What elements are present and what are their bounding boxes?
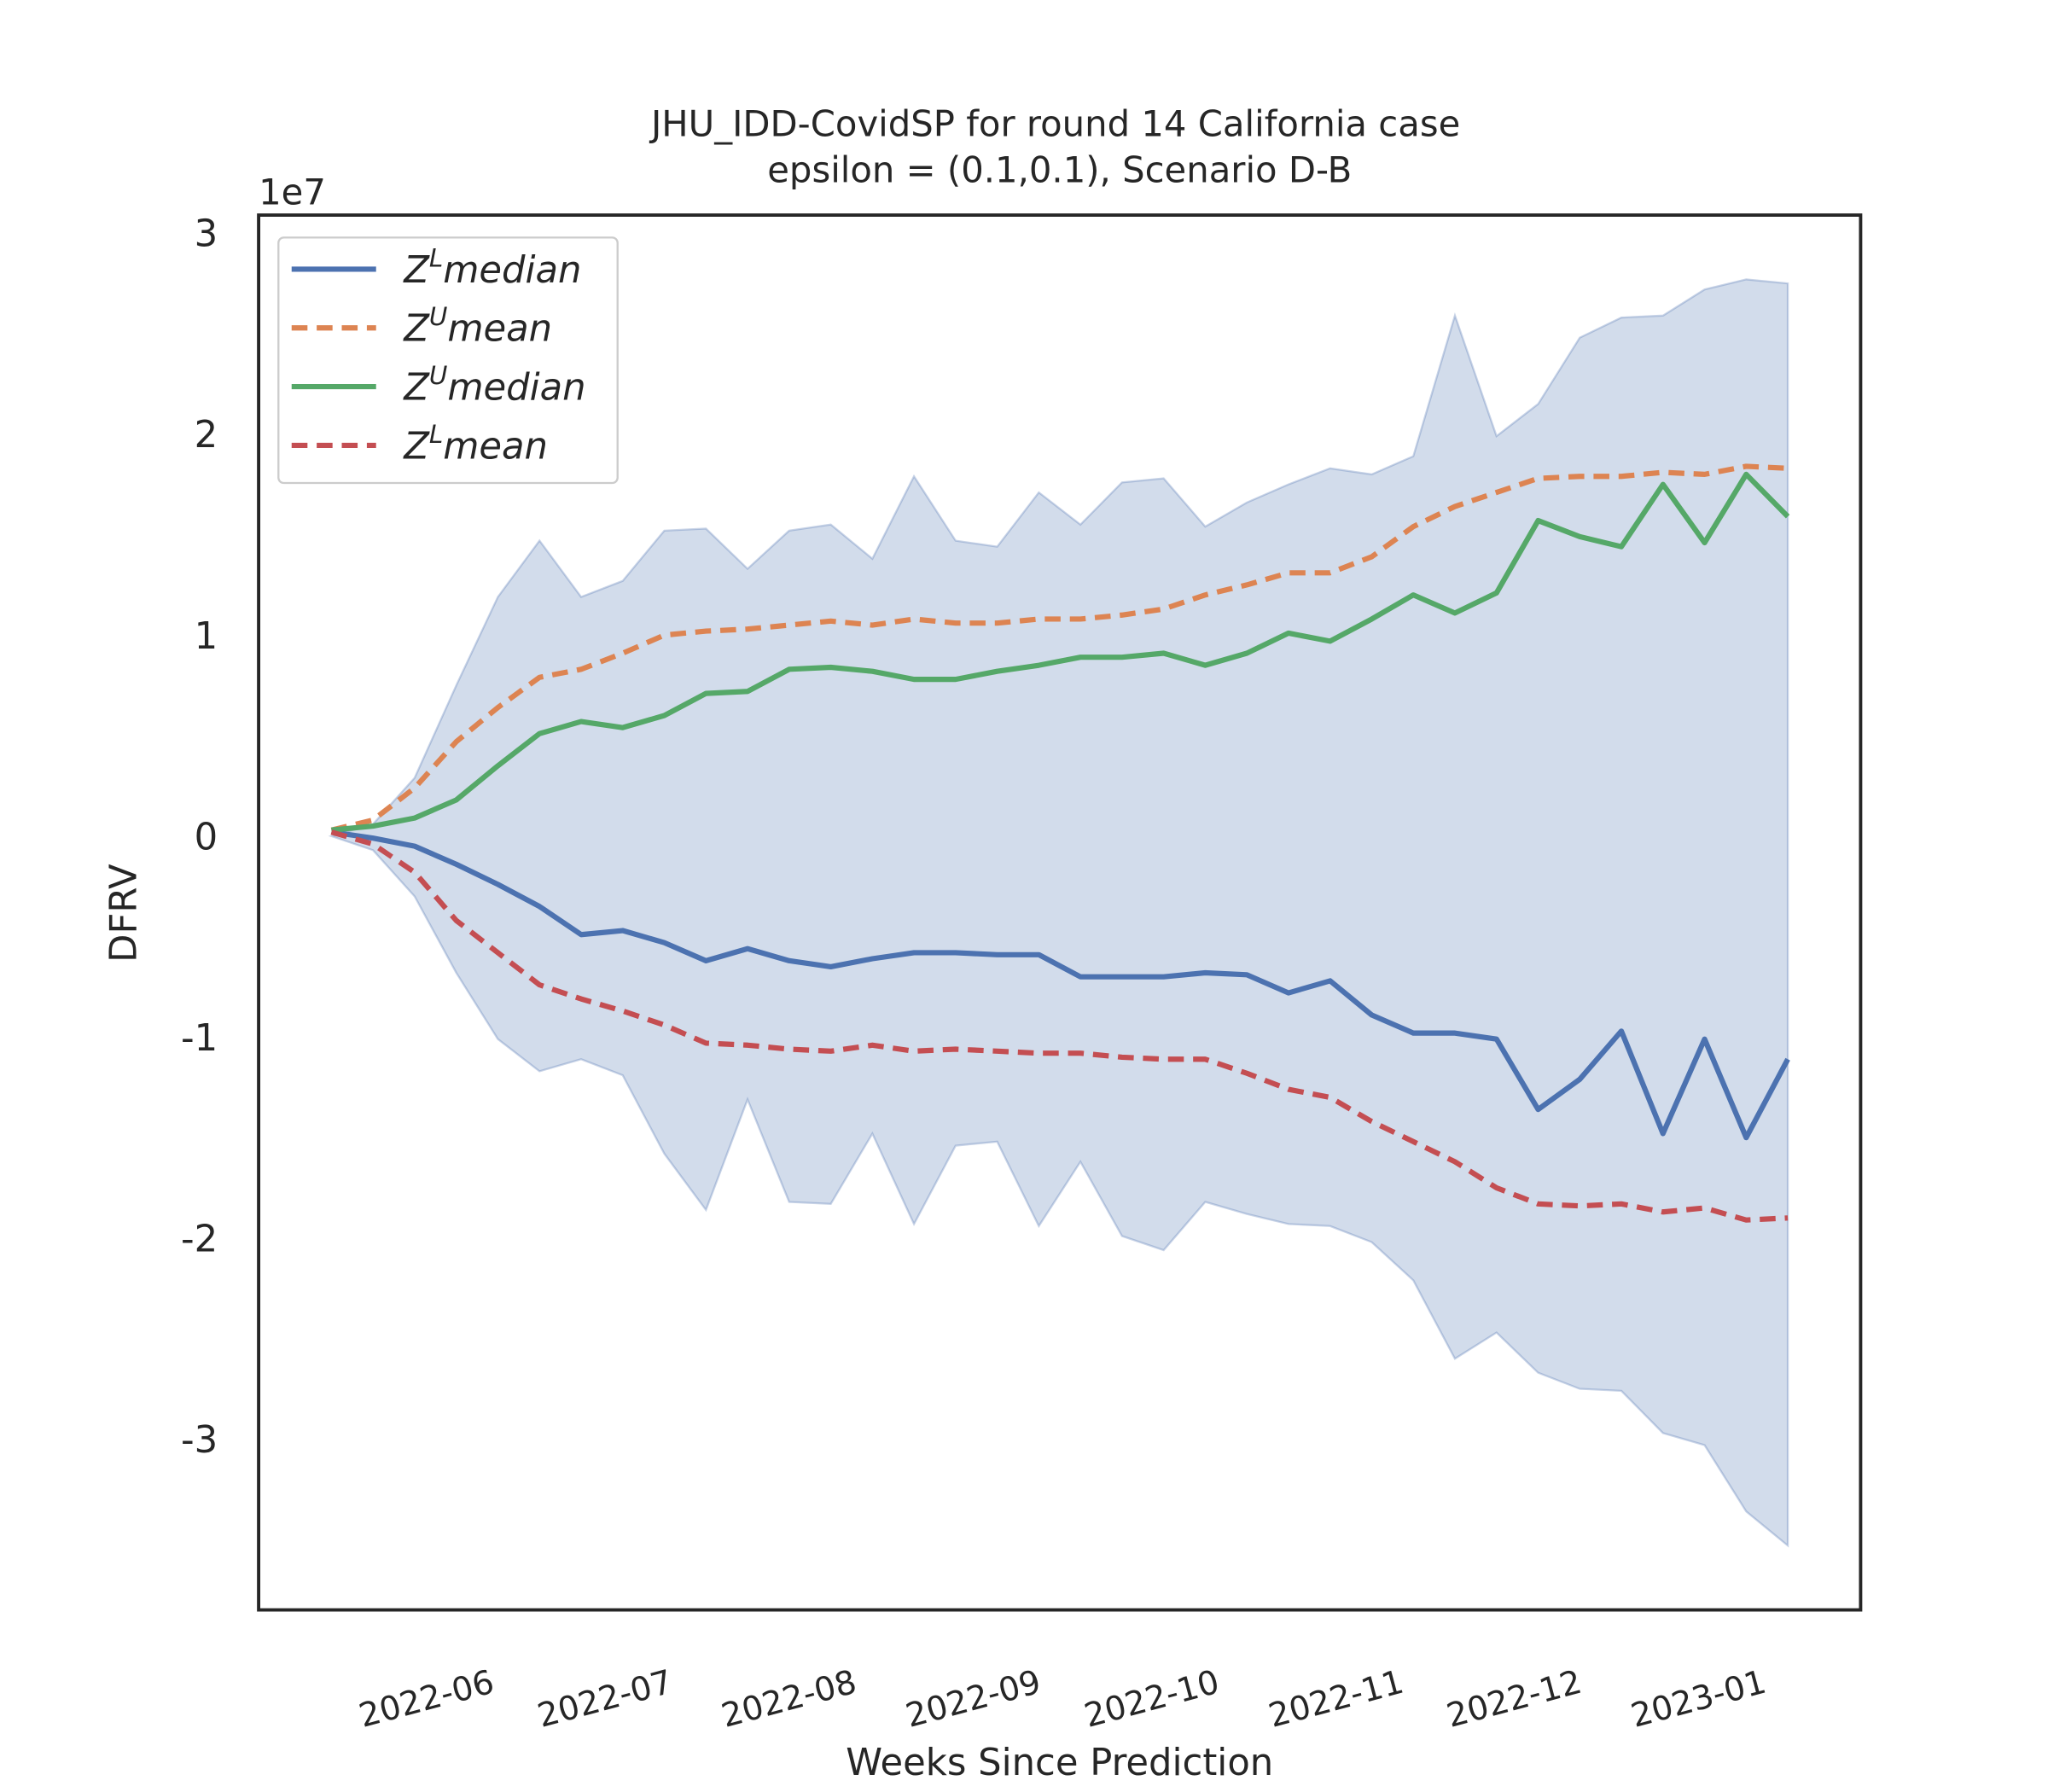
y-axis-label: DFRV	[102, 864, 145, 963]
legend-label-rest: median	[447, 367, 585, 410]
legend-label-base: Z	[403, 367, 430, 410]
series-line	[330, 829, 1789, 1223]
series-line	[331, 471, 1790, 833]
x-tick-label: 2023-01	[1627, 1663, 1771, 1736]
legend-label-rest: mean	[443, 425, 548, 468]
y-tick-label: 1	[195, 615, 218, 658]
legend-label-sup: L	[429, 420, 443, 449]
y-tick-label: 0	[195, 816, 218, 858]
x-tick-label: 2022-11	[1265, 1663, 1408, 1736]
legend-label-rest: median	[443, 249, 581, 292]
axes-frame	[257, 213, 1863, 1612]
x-tick-label: 2022-06	[355, 1663, 498, 1736]
legend-box	[277, 236, 619, 485]
y-tick-label: -3	[181, 1419, 218, 1462]
legend-label-base: Z	[403, 249, 430, 292]
series-line	[330, 829, 1790, 1141]
legend-label-sup: U	[429, 361, 448, 390]
legend-label: ZLmedian	[403, 243, 581, 292]
chart-title: JHU_IDD-CovidSP for round 14 California …	[649, 102, 1460, 144]
series-line	[330, 463, 1789, 833]
x-axis-label: Weeks Since Prediction	[846, 1742, 1273, 1784]
uncertainty-band	[328, 278, 1789, 1548]
legend-label: ZUmedian	[403, 361, 585, 410]
legend-label-sup: L	[429, 243, 443, 272]
y-tick-label: -1	[181, 1017, 218, 1060]
legend-label-rest: mean	[447, 308, 552, 351]
x-tick-label: 2022-07	[533, 1663, 677, 1736]
legend-label: ZLmean	[403, 420, 548, 468]
legend-label: ZUmean	[403, 302, 552, 351]
legend-label-base: Z	[403, 425, 430, 468]
legend-label-base: Z	[403, 308, 430, 351]
y-tick-label: 3	[195, 213, 218, 256]
y-tick-label: 2	[195, 414, 218, 457]
chart-subtitle: epsilon = (0.1,0.1), Scenario D-B	[767, 148, 1352, 190]
y-tick-label: -2	[181, 1218, 218, 1260]
x-tick-label: 2022-08	[718, 1663, 861, 1736]
legend-label-sup: U	[429, 302, 448, 331]
y-offset-label: 1e7	[259, 172, 326, 213]
x-tick-label: 2022-12	[1443, 1663, 1586, 1736]
x-tick-label: 2022-10	[1080, 1663, 1224, 1736]
x-tick-label: 2022-09	[902, 1663, 1045, 1736]
